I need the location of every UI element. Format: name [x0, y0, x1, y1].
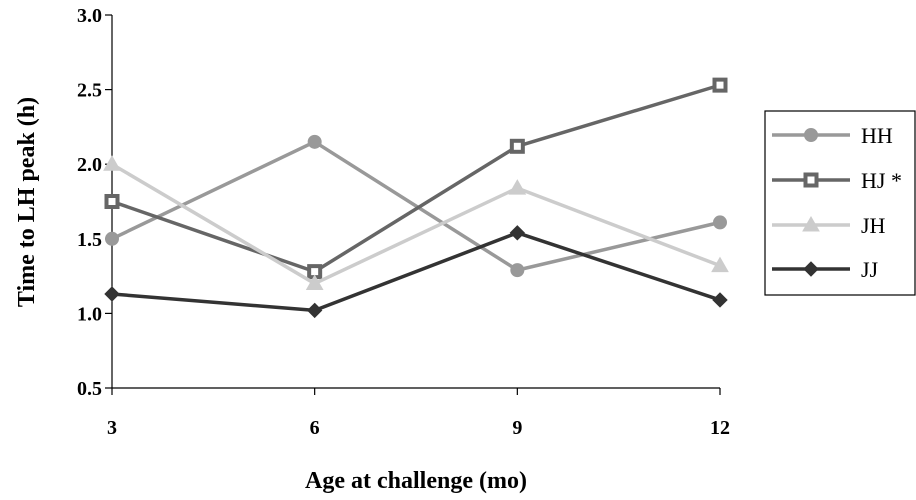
legend-marker-shape: [804, 128, 818, 142]
data-point-marker: [712, 292, 728, 308]
data-point-marker: [305, 274, 324, 291]
data-point-marker: [104, 286, 120, 302]
data-point: [307, 134, 322, 149]
data-point: [712, 77, 728, 93]
y-tick-label: 2.5: [77, 80, 102, 102]
y-ticks: 0.5 1.0 1.5 2.0 2.5 3.0: [77, 5, 112, 400]
legend: HH HJ * JH JJ: [764, 110, 916, 296]
series-layer: [103, 77, 729, 319]
series-line: [111, 83, 721, 274]
series-2: [103, 155, 729, 291]
data-point-marker: [306, 302, 323, 319]
data-point-marker: [711, 256, 729, 273]
legend-entry: HH: [772, 123, 893, 148]
legend-entry: HJ *: [772, 168, 902, 193]
data-point-marker: [508, 179, 527, 195]
series-3: [104, 225, 728, 319]
data-point: [104, 194, 120, 209]
legend-label: HH: [861, 123, 893, 148]
data-point: [508, 179, 527, 195]
data-point: [509, 138, 525, 154]
y-tick-label: 2.0: [77, 154, 102, 176]
data-point-marker: [103, 155, 121, 171]
series-line: [111, 162, 721, 286]
data-point-marker: [307, 134, 322, 149]
y-axis-title: Time to LH peak (h): [14, 97, 40, 307]
data-point: [306, 302, 323, 319]
x-tick-label: 9: [512, 417, 522, 439]
data-point-marker: [713, 215, 727, 230]
y-tick-label: 1.0: [77, 303, 102, 325]
x-tick-label: 12: [710, 417, 730, 439]
legend-entry: JJ: [772, 257, 879, 282]
data-point-marker: [509, 225, 526, 241]
legend-entry: JH: [772, 213, 886, 238]
legend-marker-shape: [803, 261, 819, 277]
legend-marker: [803, 172, 819, 188]
y-tick-label: 3.0: [77, 5, 102, 27]
data-point: [712, 292, 728, 308]
y-tick-label: 0.5: [77, 378, 102, 400]
x-axis-title: Age at challenge (mo): [305, 468, 527, 494]
legend-label: HJ *: [861, 168, 902, 193]
axes: [111, 15, 720, 389]
legend-marker: [803, 261, 819, 277]
series-line: [111, 140, 721, 272]
x-tick-label: 6: [310, 417, 320, 439]
series-line: [111, 231, 721, 313]
x-tick-label: 3: [107, 417, 117, 439]
legend-box: [764, 110, 916, 296]
y-tick-label: 1.5: [77, 229, 102, 251]
data-point-marker: [510, 263, 525, 278]
series-0: [105, 134, 727, 278]
legend-marker: [804, 128, 818, 142]
data-point: [305, 274, 324, 291]
legend-marker-shape: [802, 215, 820, 232]
data-point: [711, 256, 729, 273]
legend-label: JH: [861, 213, 886, 238]
legend-label: JJ: [861, 257, 879, 282]
data-point: [713, 215, 727, 230]
data-point: [103, 155, 121, 171]
data-point: [509, 225, 526, 241]
data-point: [105, 231, 119, 246]
legend-marker: [802, 215, 820, 232]
x-ticks: 3 6 9 12: [107, 388, 730, 439]
data-point: [104, 286, 120, 302]
series-1: [104, 77, 728, 280]
data-point: [510, 263, 525, 278]
data-point-marker: [105, 231, 119, 246]
